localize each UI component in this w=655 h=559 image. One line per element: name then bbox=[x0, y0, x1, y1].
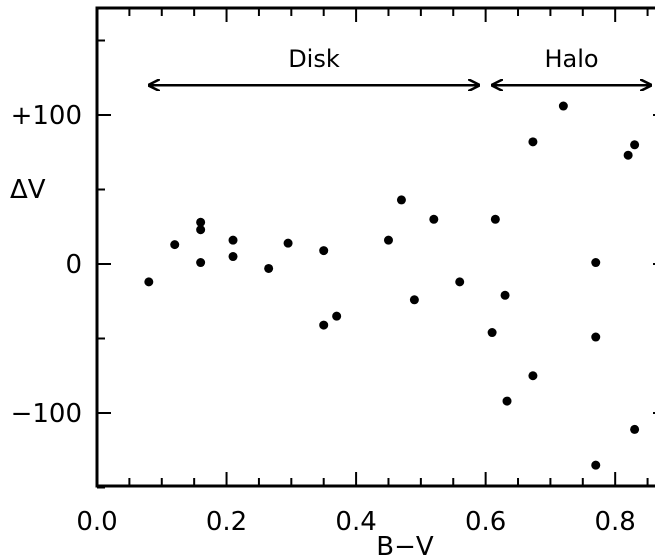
data-point bbox=[144, 277, 154, 287]
x-tick-label: 0.4 bbox=[335, 507, 376, 537]
x-tick-label: 0.6 bbox=[465, 507, 506, 537]
data-point bbox=[623, 150, 633, 160]
data-point bbox=[502, 396, 512, 406]
data-point bbox=[170, 240, 180, 250]
data-point bbox=[591, 460, 601, 470]
data-point bbox=[196, 217, 206, 227]
annotation-label: Halo bbox=[545, 45, 599, 73]
data-point bbox=[196, 258, 206, 268]
data-point bbox=[591, 258, 601, 268]
data-point bbox=[264, 263, 274, 273]
data-point bbox=[396, 195, 406, 205]
y-tick-label: 0 bbox=[65, 250, 82, 280]
data-point bbox=[332, 311, 342, 321]
data-point bbox=[409, 295, 419, 305]
x-axis-ticks: 0.0 0.2 0.4 0.6 0.8 bbox=[76, 8, 649, 537]
y-tick-label: +100 bbox=[11, 101, 82, 131]
x-tick-label: 0.0 bbox=[76, 507, 117, 537]
data-point bbox=[319, 246, 329, 256]
y-tick-label: −100 bbox=[11, 399, 82, 429]
data-point bbox=[487, 328, 497, 338]
data-point bbox=[630, 424, 640, 434]
data-point bbox=[429, 214, 439, 224]
plot-frame bbox=[95, 6, 655, 488]
data-point bbox=[228, 252, 238, 262]
data-point bbox=[528, 371, 538, 381]
data-point bbox=[558, 101, 568, 111]
y-axis-label: ΔV bbox=[10, 175, 46, 205]
data-point bbox=[528, 137, 538, 147]
annotation-label: Disk bbox=[288, 45, 340, 73]
data-point bbox=[196, 225, 206, 235]
data-point bbox=[283, 238, 293, 248]
data-point bbox=[591, 332, 601, 342]
data-points bbox=[144, 101, 640, 470]
x-tick-label: 0.2 bbox=[206, 507, 247, 537]
data-point bbox=[319, 320, 329, 330]
data-point bbox=[228, 235, 238, 245]
region-annotations: Disk Halo bbox=[149, 45, 651, 85]
y-axis-ticks: +100 0 −100 bbox=[11, 39, 655, 489]
data-point bbox=[383, 235, 393, 245]
data-point bbox=[630, 140, 640, 150]
data-point bbox=[500, 290, 510, 300]
x-axis-label: B−V bbox=[376, 532, 434, 559]
data-point bbox=[455, 277, 465, 287]
data-point bbox=[490, 214, 500, 224]
x-tick-label: 0.8 bbox=[595, 507, 636, 537]
